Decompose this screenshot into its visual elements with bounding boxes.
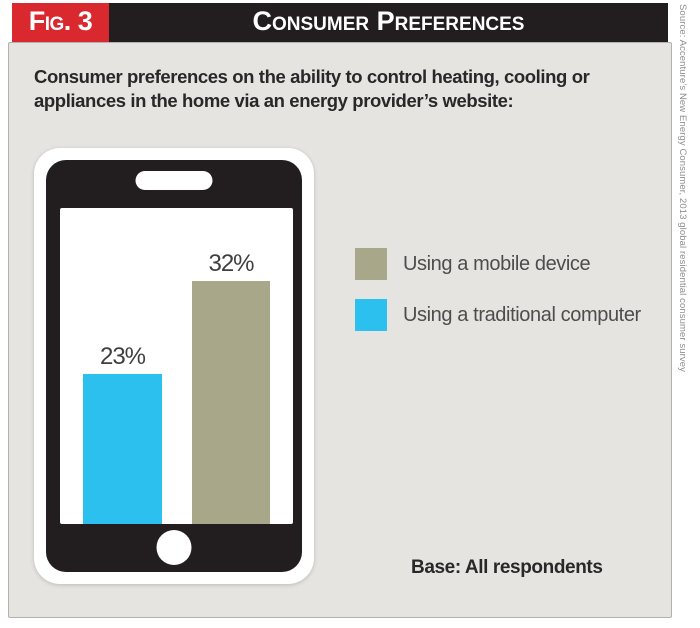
subtitle-line-1: Consumer preferences on the ability to c… [34, 66, 590, 87]
phone-body: 23% 32% [46, 160, 302, 572]
legend-item-traditional-computer: Using a traditional computer [355, 299, 641, 331]
legend-label-mobile-device: Using a mobile device [403, 252, 591, 275]
figure-header: Fig. 3 Consumer Preferences [12, 3, 668, 42]
base-note: Base: All respondents [411, 557, 603, 578]
bar-value-label-mobile-device: 32% [208, 250, 254, 277]
figure-panel: Consumer preferences on the ability to c… [8, 42, 672, 618]
figure-subtitle: Consumer preferences on the ability to c… [34, 65, 590, 113]
legend-swatch-mobile-device [355, 248, 387, 280]
chart-legend: Using a mobile device Using a traditiona… [355, 248, 641, 331]
legend-item-mobile-device: Using a mobile device [355, 248, 641, 280]
source-attribution: Source: Accenture’s New Energy Consumer,… [677, 4, 688, 372]
bar-value-label-traditional-computer: 23% [99, 343, 146, 370]
legend-label-traditional-computer: Using a traditional computer [403, 303, 641, 326]
legend-swatch-traditional-computer [355, 299, 387, 331]
phone-screen-chart-area: 23% 32% [60, 208, 293, 524]
smartphone-illustration: 23% 32% [34, 148, 314, 584]
figure-number-badge: Fig. 3 [12, 3, 109, 42]
phone-home-button-icon [156, 530, 192, 565]
phone-speaker-icon [135, 171, 213, 190]
figure-title: Consumer Preferences [252, 5, 525, 36]
bar-column-mobile-device: 32% [192, 208, 270, 524]
bar-traditional-computer [83, 374, 162, 524]
figure-title-bar: Consumer Preferences [109, 3, 668, 42]
bar-mobile-device [192, 281, 270, 524]
subtitle-line-2: appliances in the home via an energy pro… [34, 90, 514, 111]
bar-column-traditional-computer: 23% [83, 208, 162, 524]
